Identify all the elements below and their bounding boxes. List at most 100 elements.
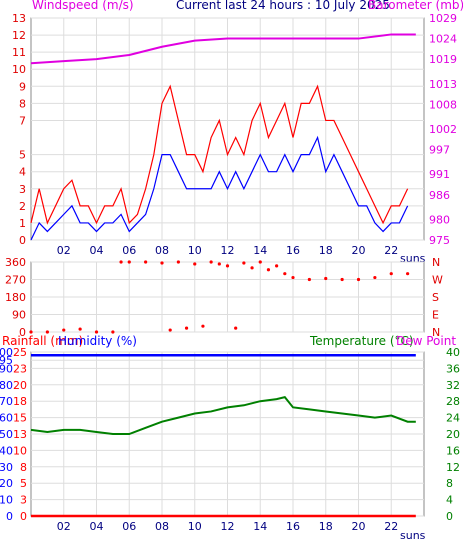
x-tick-label: 20 [352, 244, 366, 257]
x-tick-label: 06 [122, 244, 136, 257]
direction-point [127, 260, 131, 264]
direction-point [389, 272, 393, 276]
direction-point [242, 261, 246, 265]
direction-point [62, 328, 66, 332]
baro-tick-label: 1019 [429, 53, 457, 66]
rain-tick-label: 10 [13, 444, 27, 457]
humidity-tick-label: 50 [0, 428, 13, 441]
direction-point [119, 260, 123, 264]
baro-tick-label: 975 [429, 234, 450, 247]
direction-point [373, 275, 377, 280]
rain-tick-label: 25 [13, 346, 27, 359]
wind-tick-label: 3 [19, 183, 26, 196]
direction-point [217, 262, 221, 266]
compass-label: S [432, 291, 439, 304]
barometer-label: Barometer (mb) [368, 0, 463, 12]
direction-point [275, 264, 279, 268]
rain-tick-label: 23 [13, 362, 27, 375]
direction-point [406, 272, 410, 276]
direction-point [111, 330, 115, 334]
wind-gust-line [30, 84, 409, 225]
x-tick-label: 04 [90, 520, 104, 533]
rain-tick-label: 8 [20, 461, 27, 474]
x-tick-label: 12 [221, 520, 235, 533]
temp-tick-label: 32 [446, 379, 460, 392]
direction-point [184, 326, 189, 330]
temp-tick-label: 16 [446, 444, 460, 457]
direction-point [160, 261, 164, 265]
wind-tick-label: 0 [19, 234, 26, 247]
baro-tick-label: 1013 [429, 78, 457, 91]
direction-point [201, 324, 205, 328]
direction-point [258, 260, 262, 264]
humidity-tick-label: 40 [0, 444, 13, 457]
direction-tick-label: 270 [5, 274, 26, 287]
direction-point [78, 327, 82, 331]
direction-point [291, 275, 295, 280]
wind-tick-label: 4 [19, 166, 26, 179]
direction-point [340, 277, 344, 282]
direction-point [324, 276, 328, 281]
direction-point [144, 260, 148, 264]
temp-tick-label: 40 [446, 346, 460, 359]
temp-tick-label: 28 [446, 395, 460, 408]
humidity-tick-label: 100 [0, 346, 13, 359]
x-tick-label: 10 [188, 244, 202, 257]
x-tick-label: 04 [90, 244, 104, 257]
direction-point [283, 272, 287, 276]
compass-label: N [432, 256, 440, 269]
humidity-tick-label: 30 [0, 461, 13, 474]
baro-tick-label: 1024 [429, 33, 457, 46]
x-tick-label: 02 [57, 520, 71, 533]
baro-tick-label: 1029 [429, 12, 457, 25]
x-tick-label: 10 [188, 520, 202, 533]
wind-tick-label: 12 [12, 29, 26, 42]
x-tick-label: 16 [286, 520, 300, 533]
x-tick-label: 06 [122, 520, 136, 533]
barometer-line [30, 33, 416, 65]
temp-tick-label: 12 [446, 461, 460, 474]
windspeed-label: Windspeed (m/s) [32, 0, 134, 12]
direction-point [356, 277, 361, 282]
x-tick-label: 18 [319, 520, 333, 533]
temp-tick-label: 24 [446, 412, 460, 425]
direction-tick-label: 90 [12, 309, 26, 322]
direction-tick-label: 360 [5, 256, 26, 269]
humidity-tick-label: 60 [0, 412, 13, 425]
wind-tick-label: 2 [19, 200, 26, 213]
x-tick-label: 08 [155, 244, 169, 257]
baro-tick-label: 986 [429, 189, 450, 202]
direction-point [250, 266, 254, 270]
direction-point [193, 262, 197, 266]
direction-point [307, 277, 311, 282]
wind-avg-line [30, 135, 409, 241]
direction-point [176, 260, 180, 264]
rain-tick-label: 5 [20, 477, 27, 490]
direction-tick-label: 180 [5, 291, 26, 304]
direction-point [225, 264, 230, 268]
rain-tick-label: 0 [20, 510, 27, 523]
x-tick-label: 08 [155, 520, 169, 533]
wind-tick-label: 8 [19, 97, 26, 110]
rain-tick-label: 18 [13, 395, 27, 408]
temp-tick-label: 8 [446, 477, 453, 490]
baro-tick-label: 991 [429, 168, 450, 181]
rain-tick-label: 3 [20, 494, 27, 507]
direction-point [45, 330, 49, 334]
direction-tick-label: 0 [19, 326, 26, 339]
direction-point [94, 330, 99, 334]
rainfall-label: Rainfall (mm) [2, 334, 84, 348]
x-tick-label: 16 [286, 244, 300, 257]
baro-tick-label: 980 [429, 213, 450, 226]
rain-tick-label: 13 [13, 428, 27, 441]
x-tick-label: 22 [384, 520, 398, 533]
graph-title: Current last 24 hours : 10 July 2025 [176, 0, 390, 12]
x-tick-label: 14 [253, 520, 267, 533]
temperature-line [30, 395, 416, 435]
humidity-tick-label: 70 [0, 395, 13, 408]
temp-tick-label: 20 [446, 428, 460, 441]
wind-tick-label: 5 [19, 149, 26, 162]
x-tick-label: 12 [221, 244, 235, 257]
x-tick-label: 02 [57, 244, 71, 257]
